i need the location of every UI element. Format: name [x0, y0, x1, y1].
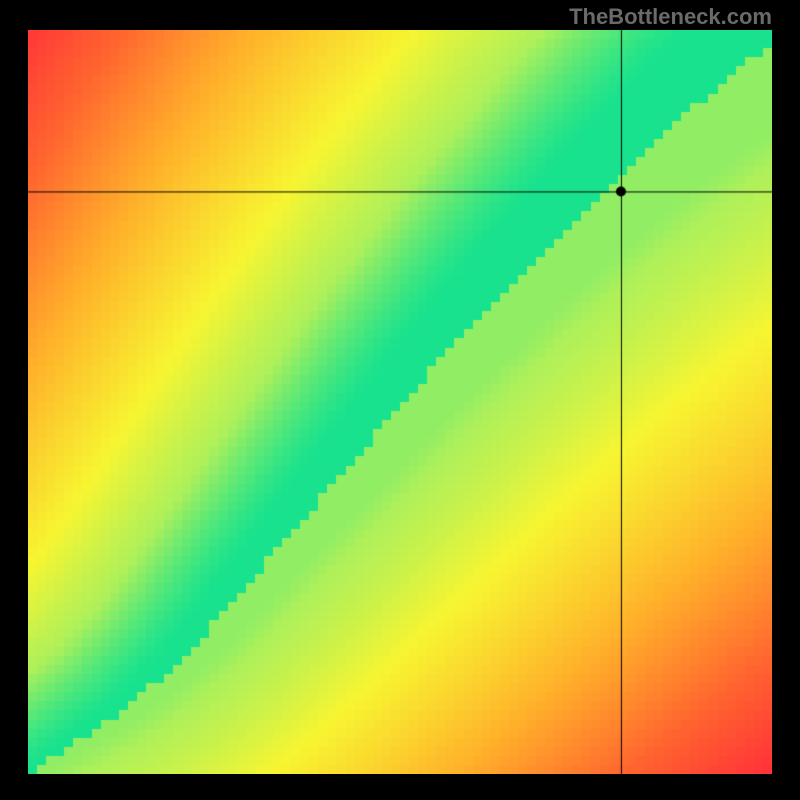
bottleneck-heatmap	[28, 30, 772, 774]
attribution-label: TheBottleneck.com	[569, 4, 772, 30]
